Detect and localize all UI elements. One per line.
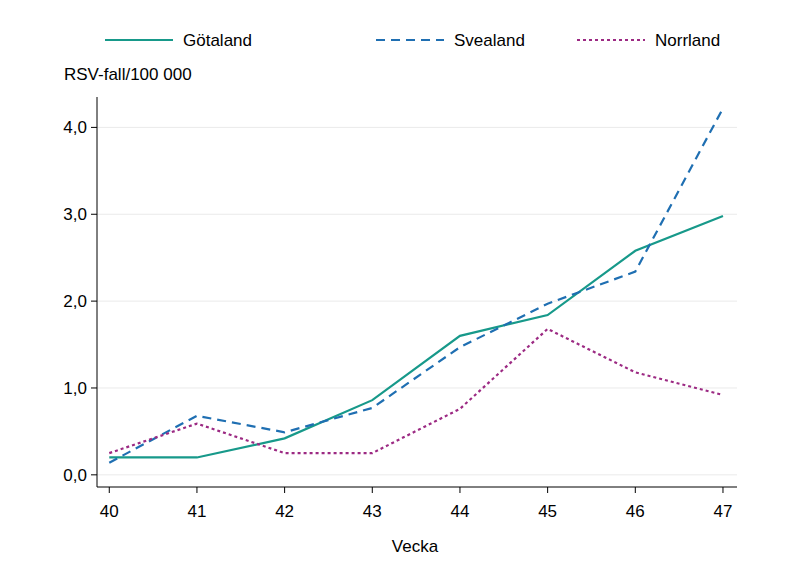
plot-area [109, 108, 723, 462]
x-tick [459, 487, 460, 493]
y-tick-label: 4,0 [63, 118, 87, 137]
x-tick-label: 41 [187, 502, 206, 521]
y-tick-label: 3,0 [63, 205, 87, 224]
x-tick [196, 487, 197, 493]
y-axis [97, 97, 98, 487]
y-tick [91, 474, 97, 475]
x-tick-label: 47 [714, 502, 733, 521]
x-tick-label: 45 [538, 502, 557, 521]
x-tick [284, 487, 285, 493]
y-tick [91, 127, 97, 128]
x-tick-label: 42 [275, 502, 294, 521]
grid-line [97, 127, 737, 128]
grid-line [97, 214, 737, 215]
series-line [109, 216, 723, 457]
grid-line [97, 387, 737, 388]
x-tick [372, 487, 373, 493]
grid-line [97, 474, 737, 475]
legend-swatch [577, 39, 645, 41]
x-tick [547, 487, 548, 493]
y-tick [91, 214, 97, 215]
x-tick-label: 43 [363, 502, 382, 521]
legend-swatch [105, 39, 173, 41]
x-tick [109, 487, 110, 493]
x-tick [722, 487, 723, 493]
y-tick-label: 0,0 [63, 466, 87, 485]
x-axis [97, 487, 737, 488]
grid-line [97, 301, 737, 302]
series-line [109, 108, 723, 462]
legend-label: Götaland [183, 31, 252, 50]
legend-label: Svealand [454, 31, 525, 50]
legend-label: Norrland [655, 31, 720, 50]
y-axis-label: RSV-fall/100 000 [64, 65, 192, 84]
y-tick [91, 387, 97, 388]
y-tick-label: 2,0 [63, 292, 87, 311]
x-tick-label: 46 [626, 502, 645, 521]
legend-swatch [376, 39, 444, 41]
y-tick-label: 1,0 [63, 379, 87, 398]
series-line [109, 329, 723, 453]
y-tick [91, 301, 97, 302]
x-tick-label: 44 [450, 502, 469, 521]
x-tick-label: 40 [100, 502, 119, 521]
x-tick [635, 487, 636, 493]
chart: 0,0 1,0 2,0 3,0 4,0 40 41 42 43 44 45 46 47 RSV-fall/… [0, 0, 786, 571]
x-axis-label: Vecka [392, 537, 439, 556]
